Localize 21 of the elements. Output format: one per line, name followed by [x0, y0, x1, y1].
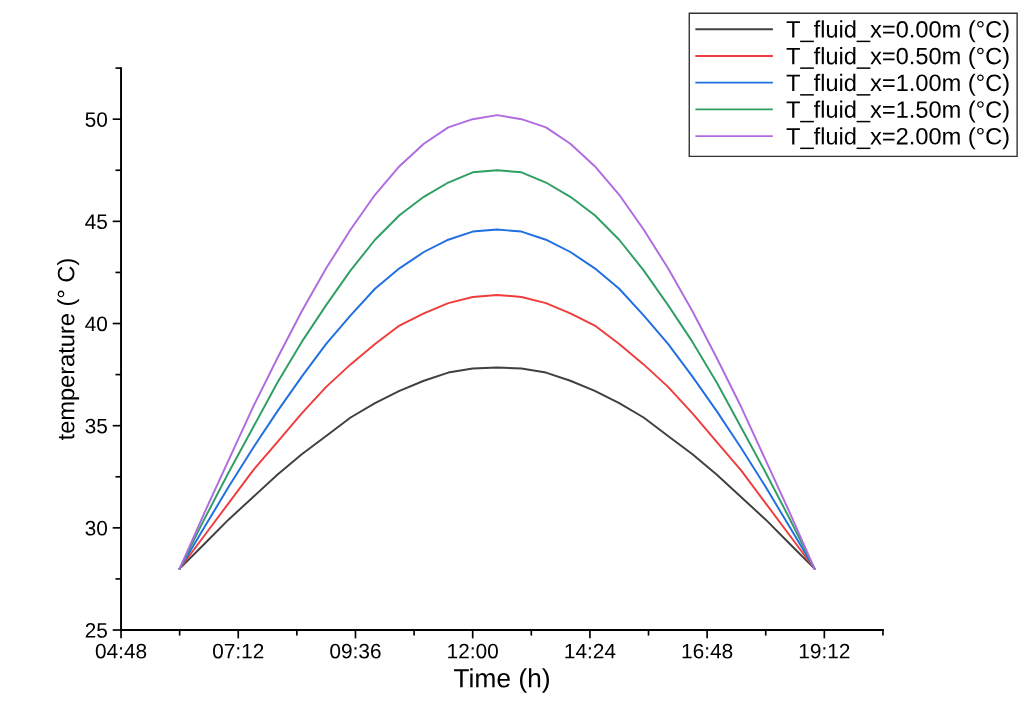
x-tick-label: 12:00	[448, 643, 498, 659]
legend-label: T_fluid_x=0.00m (°C)	[786, 20, 1009, 43]
x-tick-label: 16:48	[682, 643, 733, 659]
legend-label: T_fluid_x=0.50m (°C)	[786, 47, 1009, 70]
y-tick-label: 40	[85, 316, 108, 332]
x-axis-title: Time (h)	[453, 668, 549, 693]
x-tick-label: 04:48	[95, 643, 147, 659]
y-tick-label: 30	[85, 520, 108, 536]
x-tick-label: 19:12	[799, 643, 850, 659]
y-tick-label: 50	[85, 112, 108, 127]
legend-label: T_fluid_x=1.50m (°C)	[786, 100, 1009, 123]
y-tick-label: 25	[85, 623, 107, 638]
x-tick-label: 07:12	[213, 643, 264, 659]
legend-label: T_fluid_x=2.00m (°C)	[786, 127, 1009, 150]
y-axis-title: temperature (° C)	[57, 259, 80, 441]
y-tick-label: 35	[85, 418, 107, 434]
x-tick-label: 09:36	[330, 643, 381, 659]
line-series	[178, 293, 816, 570]
legend-label: T_fluid_x=1.00m (°C)	[786, 73, 1009, 96]
y-tick-label: 45	[85, 214, 107, 230]
x-tick-label: 14:24	[565, 643, 616, 659]
